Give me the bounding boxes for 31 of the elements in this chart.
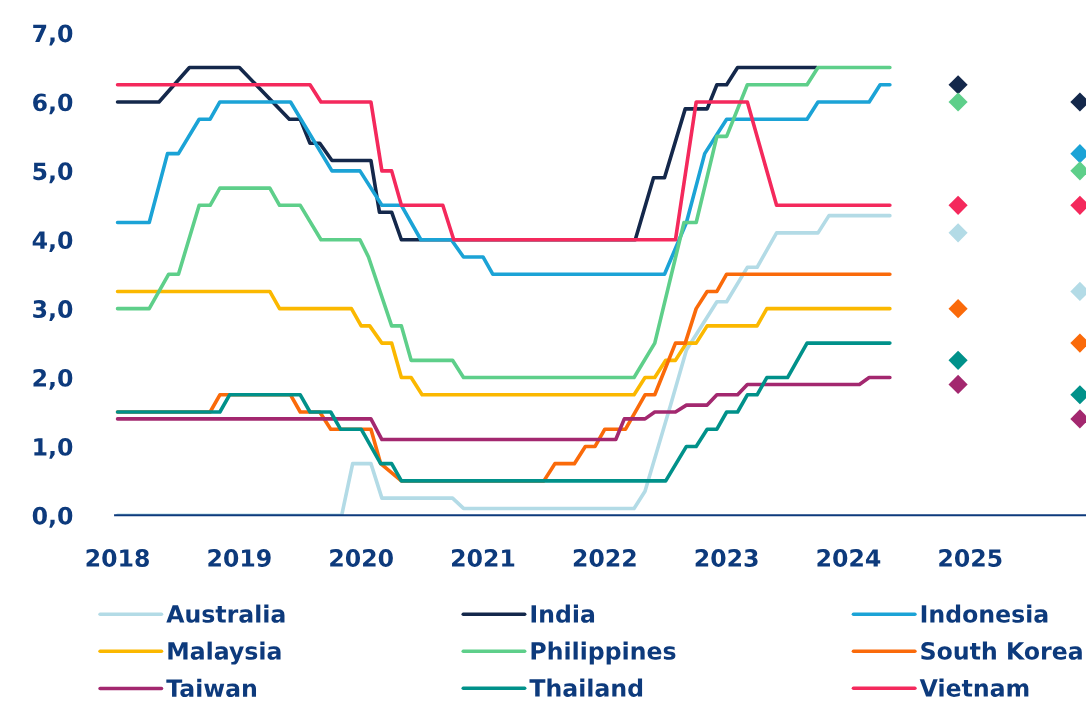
y-tick-label: 2,0: [33, 368, 73, 390]
legend-label: Vietnam: [919, 678, 1029, 697]
x-tick-label: 2021: [452, 549, 515, 567]
y-tick-label: 3,0: [33, 300, 73, 321]
legend-label: Australia: [166, 604, 285, 623]
line-series: [115, 375, 892, 442]
x-tick-label: 2024: [817, 549, 881, 567]
legend-label: Indonesia: [921, 604, 1048, 623]
y-tick-label: 6,0: [33, 93, 73, 115]
line-series: [115, 341, 892, 483]
x-tick-label: 2019: [208, 549, 271, 567]
y-tick-label: 0,0: [32, 506, 73, 528]
legend-label: Thailand: [529, 678, 643, 697]
legend-label: South Korea: [921, 641, 1082, 660]
x-tick-label: 2023: [695, 549, 758, 567]
legend-label: Malaysia: [168, 641, 281, 665]
legend-label: India: [531, 604, 595, 623]
line-series: [115, 82, 892, 277]
line-series: [115, 82, 892, 242]
legend-label: Taiwan: [166, 678, 257, 698]
y-tick-label: 4,0: [32, 231, 73, 253]
legend-label: Philippines: [531, 641, 676, 665]
y-tick-label: 5,0: [33, 162, 73, 184]
x-tick-label: 2022: [573, 549, 636, 567]
line-series: [115, 65, 892, 380]
line-series: [115, 289, 892, 397]
x-tick-label: 2025: [939, 549, 1002, 567]
x-tick-label: 2018: [86, 549, 149, 567]
y-tick-label: 7,0: [33, 24, 73, 46]
y-tick-label: 1,0: [34, 437, 73, 459]
x-tick-label: 2020: [330, 549, 393, 567]
